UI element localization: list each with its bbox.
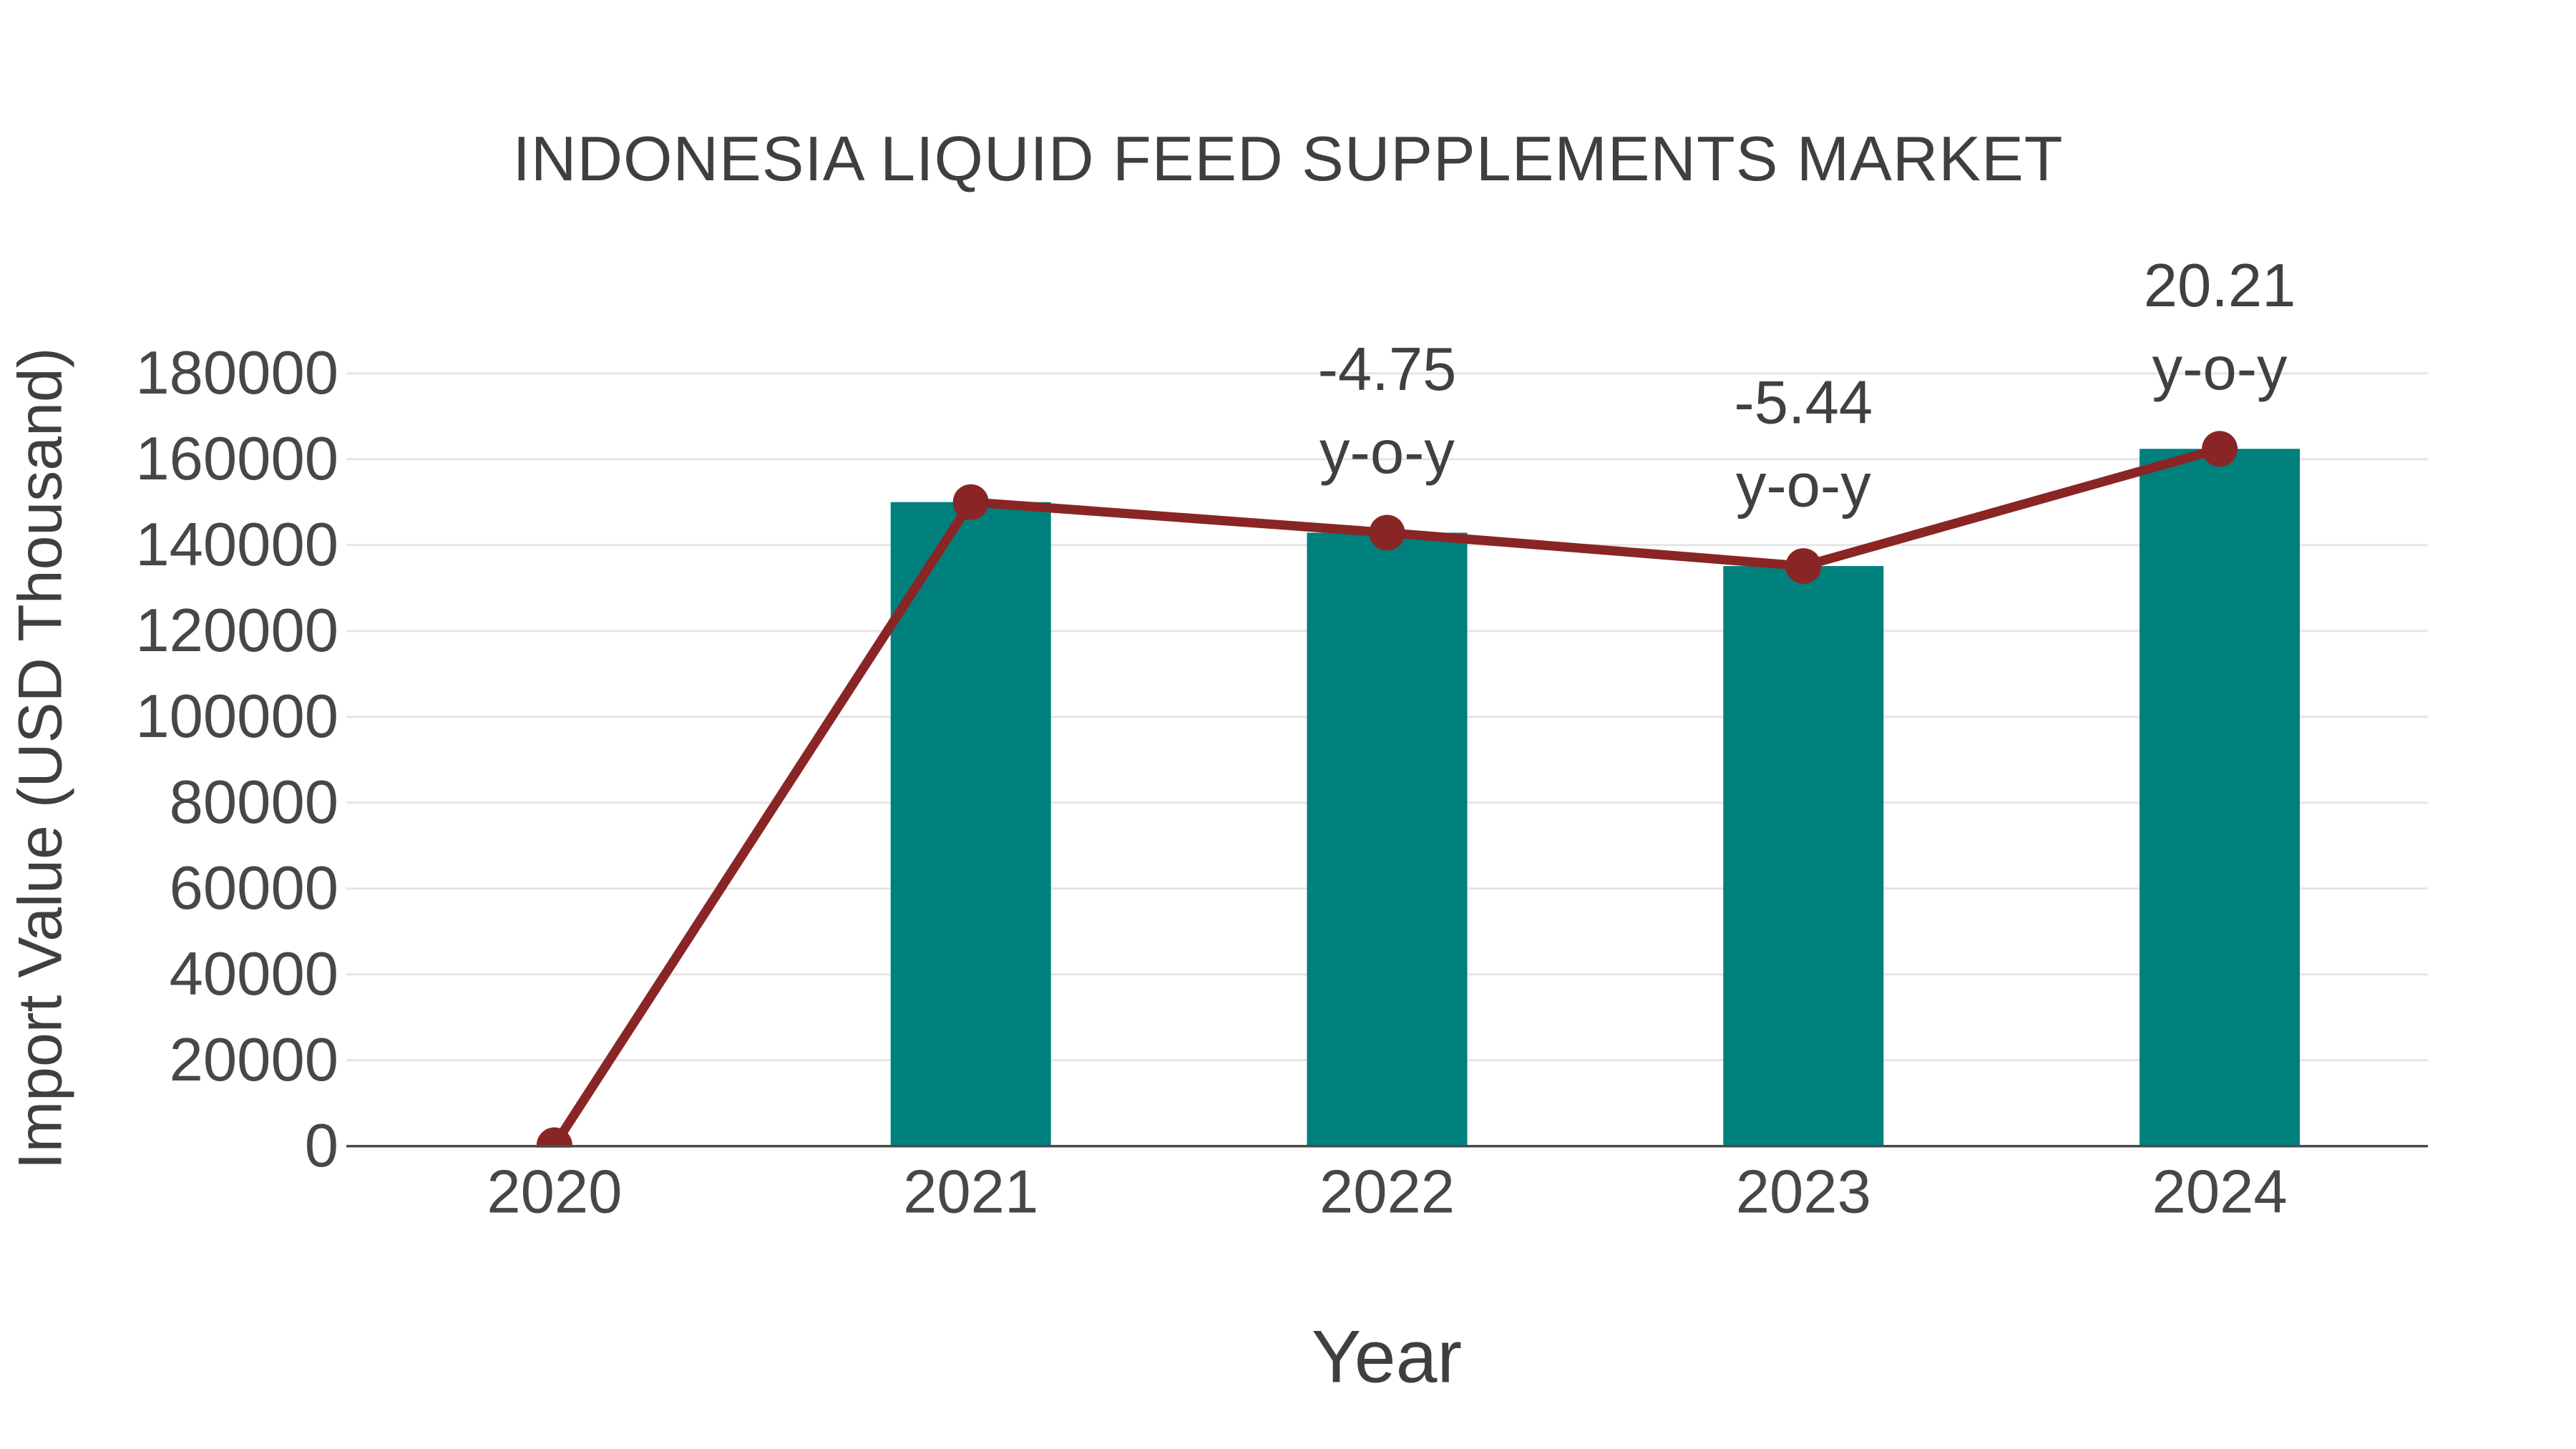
data-point-marker-2023: [1785, 548, 1822, 585]
y-tick-label: 140000: [135, 511, 338, 579]
chart-title: INDONESIA LIQUID FEED SUPPLEMENTS MARKET: [512, 123, 2064, 194]
annotation-value: -5.44: [1734, 369, 1873, 437]
data-point-marker-2021: [952, 484, 989, 520]
bar-2023: [1723, 566, 1884, 1146]
x-tick-label: 2022: [1319, 1158, 1455, 1226]
y-tick-label: 180000: [135, 339, 338, 407]
bar-2021: [890, 502, 1051, 1146]
x-tick-label: 2021: [903, 1158, 1038, 1226]
annotation-value: 20.21: [2144, 252, 2296, 320]
data-point-marker-2020: [536, 1127, 572, 1148]
plot-area: [536, 431, 2301, 1148]
data-point-marker-2022: [1369, 514, 1405, 551]
data-point-marker-2024: [2202, 431, 2238, 467]
y-tick-label: 60000: [170, 854, 338, 922]
x-axis-title: Year: [1311, 1315, 1463, 1399]
y-tick-label: 120000: [135, 597, 338, 665]
annotation-value: -4.75: [1318, 336, 1457, 404]
y-tick-label: 40000: [170, 940, 338, 1008]
x-tick-label: 2023: [1736, 1158, 1871, 1226]
bar-2024: [2140, 449, 2301, 1146]
annotation-suffix: y-o-y: [1319, 419, 1455, 487]
annotation-suffix: y-o-y: [1736, 452, 1871, 520]
annotation-suffix: y-o-y: [2152, 335, 2288, 403]
x-tick-label: 2024: [2152, 1158, 2288, 1226]
y-tick-label: 100000: [135, 683, 338, 751]
y-tick-label: 20000: [170, 1026, 338, 1094]
y-tick-label: 80000: [170, 769, 338, 836]
x-tick-label: 2020: [487, 1158, 622, 1226]
y-tick-label: 160000: [135, 425, 338, 493]
y-tick-label: 0: [305, 1112, 338, 1180]
bar-2022: [1307, 532, 1468, 1146]
